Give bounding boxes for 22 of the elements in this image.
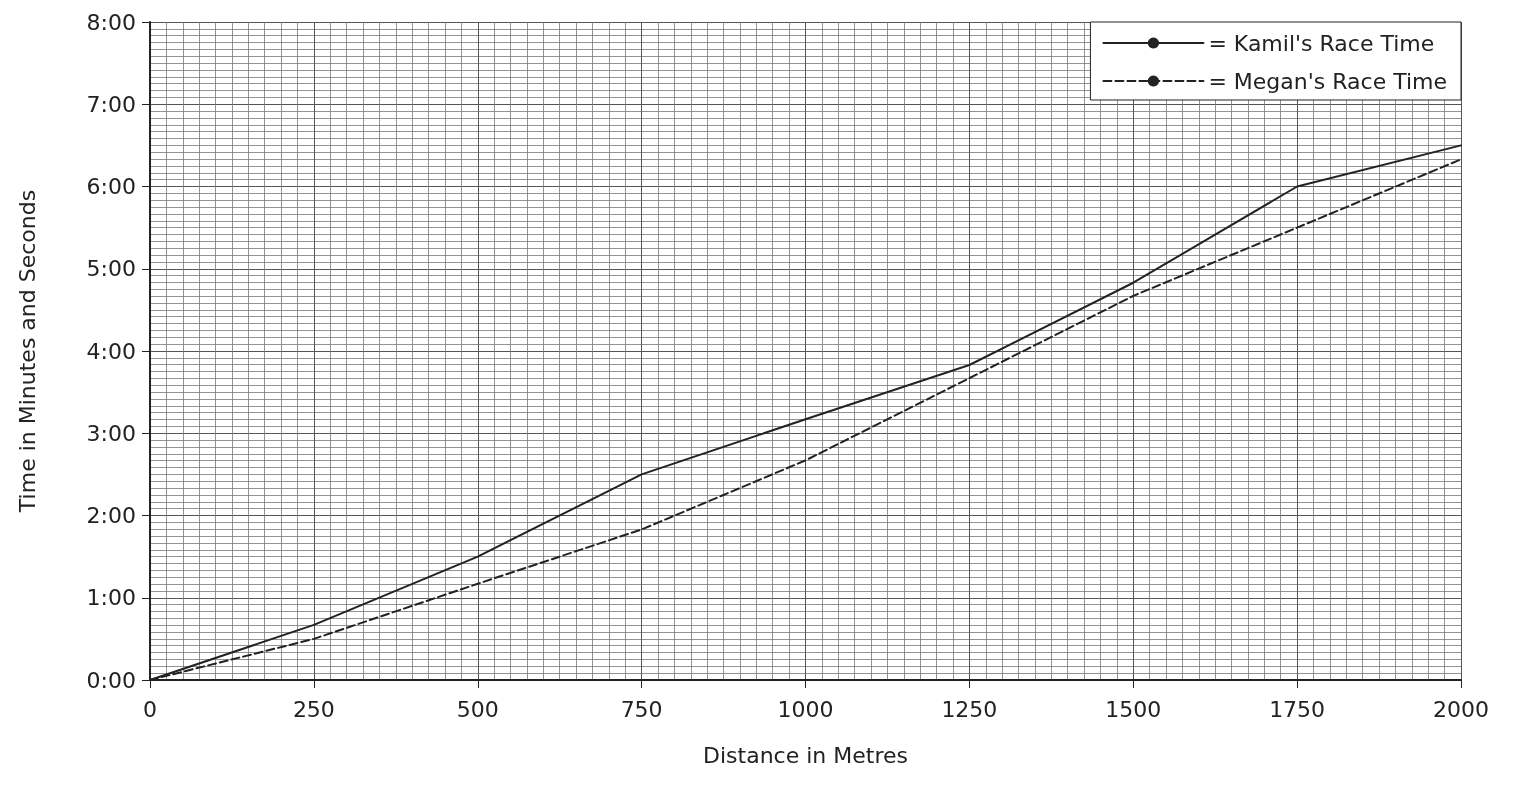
- y-tick-label: 1:00: [86, 585, 136, 611]
- x-tick-label: 1500: [1105, 696, 1162, 722]
- x-tick-label: 0: [143, 696, 157, 722]
- y-tick-label: 0:00: [86, 667, 136, 693]
- y-tick-label: 3:00: [86, 420, 136, 446]
- y-tick-label: 4:00: [86, 338, 136, 364]
- legend-label: = Kamil's Race Time: [1208, 30, 1435, 56]
- y-tick-label: 6:00: [86, 174, 136, 199]
- x-tick-label: 1750: [1269, 696, 1326, 722]
- x-tick-label: 750: [620, 696, 663, 722]
- x-tick-label: 250: [292, 696, 335, 722]
- x-tick-label: 1000: [777, 696, 834, 722]
- y-tick-label: 5:00: [86, 256, 136, 282]
- y-tick-label: 8:00: [86, 9, 136, 35]
- x-tick-label: 1250: [941, 696, 998, 722]
- legend-label: = Megan's Race Time: [1208, 68, 1448, 94]
- x-tick-label: 500: [456, 696, 499, 722]
- y-axis-title: Time in Minutes and Seconds: [14, 189, 40, 514]
- x-tick-label: 2000: [1433, 696, 1489, 722]
- y-tick-label: 7:00: [86, 91, 136, 117]
- y-tick-label: 2:00: [86, 503, 136, 528]
- x-axis-title: Distance in Metres: [703, 742, 908, 768]
